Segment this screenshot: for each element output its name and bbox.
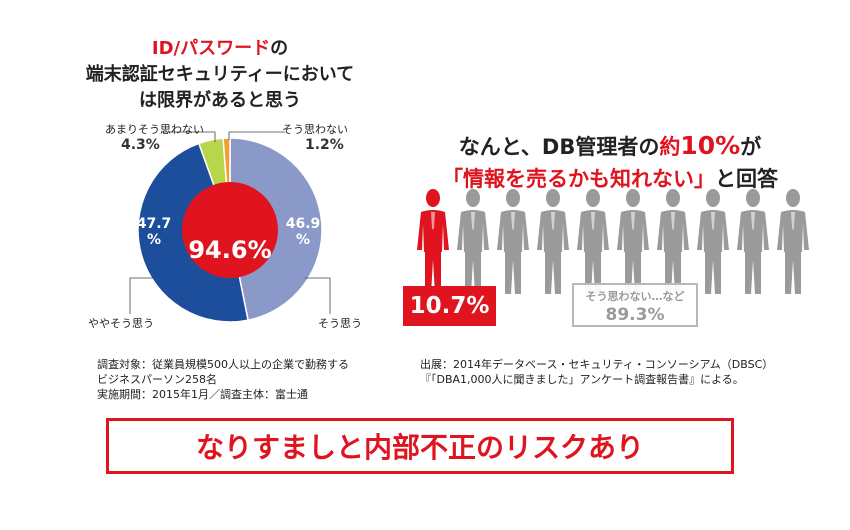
leader-line xyxy=(162,131,216,142)
risk-banner: なりすましと内部不正のリスクあり xyxy=(106,418,734,474)
slice-pct-yaya: 47.7 % xyxy=(136,216,172,248)
pie-title-red: ID/パスワード xyxy=(151,38,271,59)
label-yaya: ややそう思う xyxy=(88,317,154,330)
note-left-2: ビジネスパーソン258名 xyxy=(97,373,217,386)
pie-center xyxy=(182,182,278,278)
pct-amari: 4.3% xyxy=(121,137,160,153)
label-amari: あまりそう思わない xyxy=(105,123,204,136)
pie-title-line3: は限界があると思う xyxy=(139,90,301,111)
pie-title: ID/パスワードの 端末認証セキュリティーにおいて は限界があると思う xyxy=(60,36,380,114)
person-icon-grey xyxy=(457,189,489,294)
leader-line xyxy=(228,131,285,140)
grey-box-label: そう思わない…など xyxy=(585,290,685,303)
pie-title-line2: 端末認証セキュリティーにおいて xyxy=(85,64,355,85)
label-so-omou: そう思う xyxy=(318,317,362,330)
note-left-3: 実施期間：2015年1月／調査主体：富士通 xyxy=(97,388,308,401)
note-right-1: 出展：2014年データベース・セキュリティ・コンソーシアム（DBSC） xyxy=(420,358,774,371)
note-left-1: 調査対象：従業員規模500人以上の企業で勤務する xyxy=(97,358,349,371)
label-omowanai: そう思わない xyxy=(282,123,348,136)
leader-line xyxy=(305,277,331,314)
person-icon-grey xyxy=(657,189,689,294)
value-box-grey: そう思わない…など 89.3% xyxy=(572,283,698,327)
person-icon-grey xyxy=(537,189,569,294)
person-icon-grey xyxy=(617,189,649,294)
grey-box-value: 89.3% xyxy=(605,305,665,325)
value-box-red: 10.7% xyxy=(403,286,496,326)
note-right-2: 『「DBA1,000人に聞きました」アンケート調査報告書』による。 xyxy=(420,373,744,386)
pie-chart xyxy=(129,131,331,323)
person-icon-grey xyxy=(577,189,609,294)
pie-title-no: の xyxy=(270,38,289,59)
people-pictogram xyxy=(417,189,809,294)
center-pct: 94.6% xyxy=(188,236,272,264)
pct-omowanai: 1.2% xyxy=(305,137,344,153)
person-icon-grey xyxy=(697,189,729,294)
person-icon-grey xyxy=(777,189,809,294)
leader-line xyxy=(129,277,153,314)
person-icon-red xyxy=(417,189,449,294)
person-icon-grey xyxy=(497,189,529,294)
pictogram-title: なんと、DB管理者の約10%が 「情報を売るかも知れない」と回答 xyxy=(442,131,778,191)
person-icon-grey xyxy=(737,189,769,294)
slice-pct-so: 46.9 % xyxy=(285,216,321,248)
